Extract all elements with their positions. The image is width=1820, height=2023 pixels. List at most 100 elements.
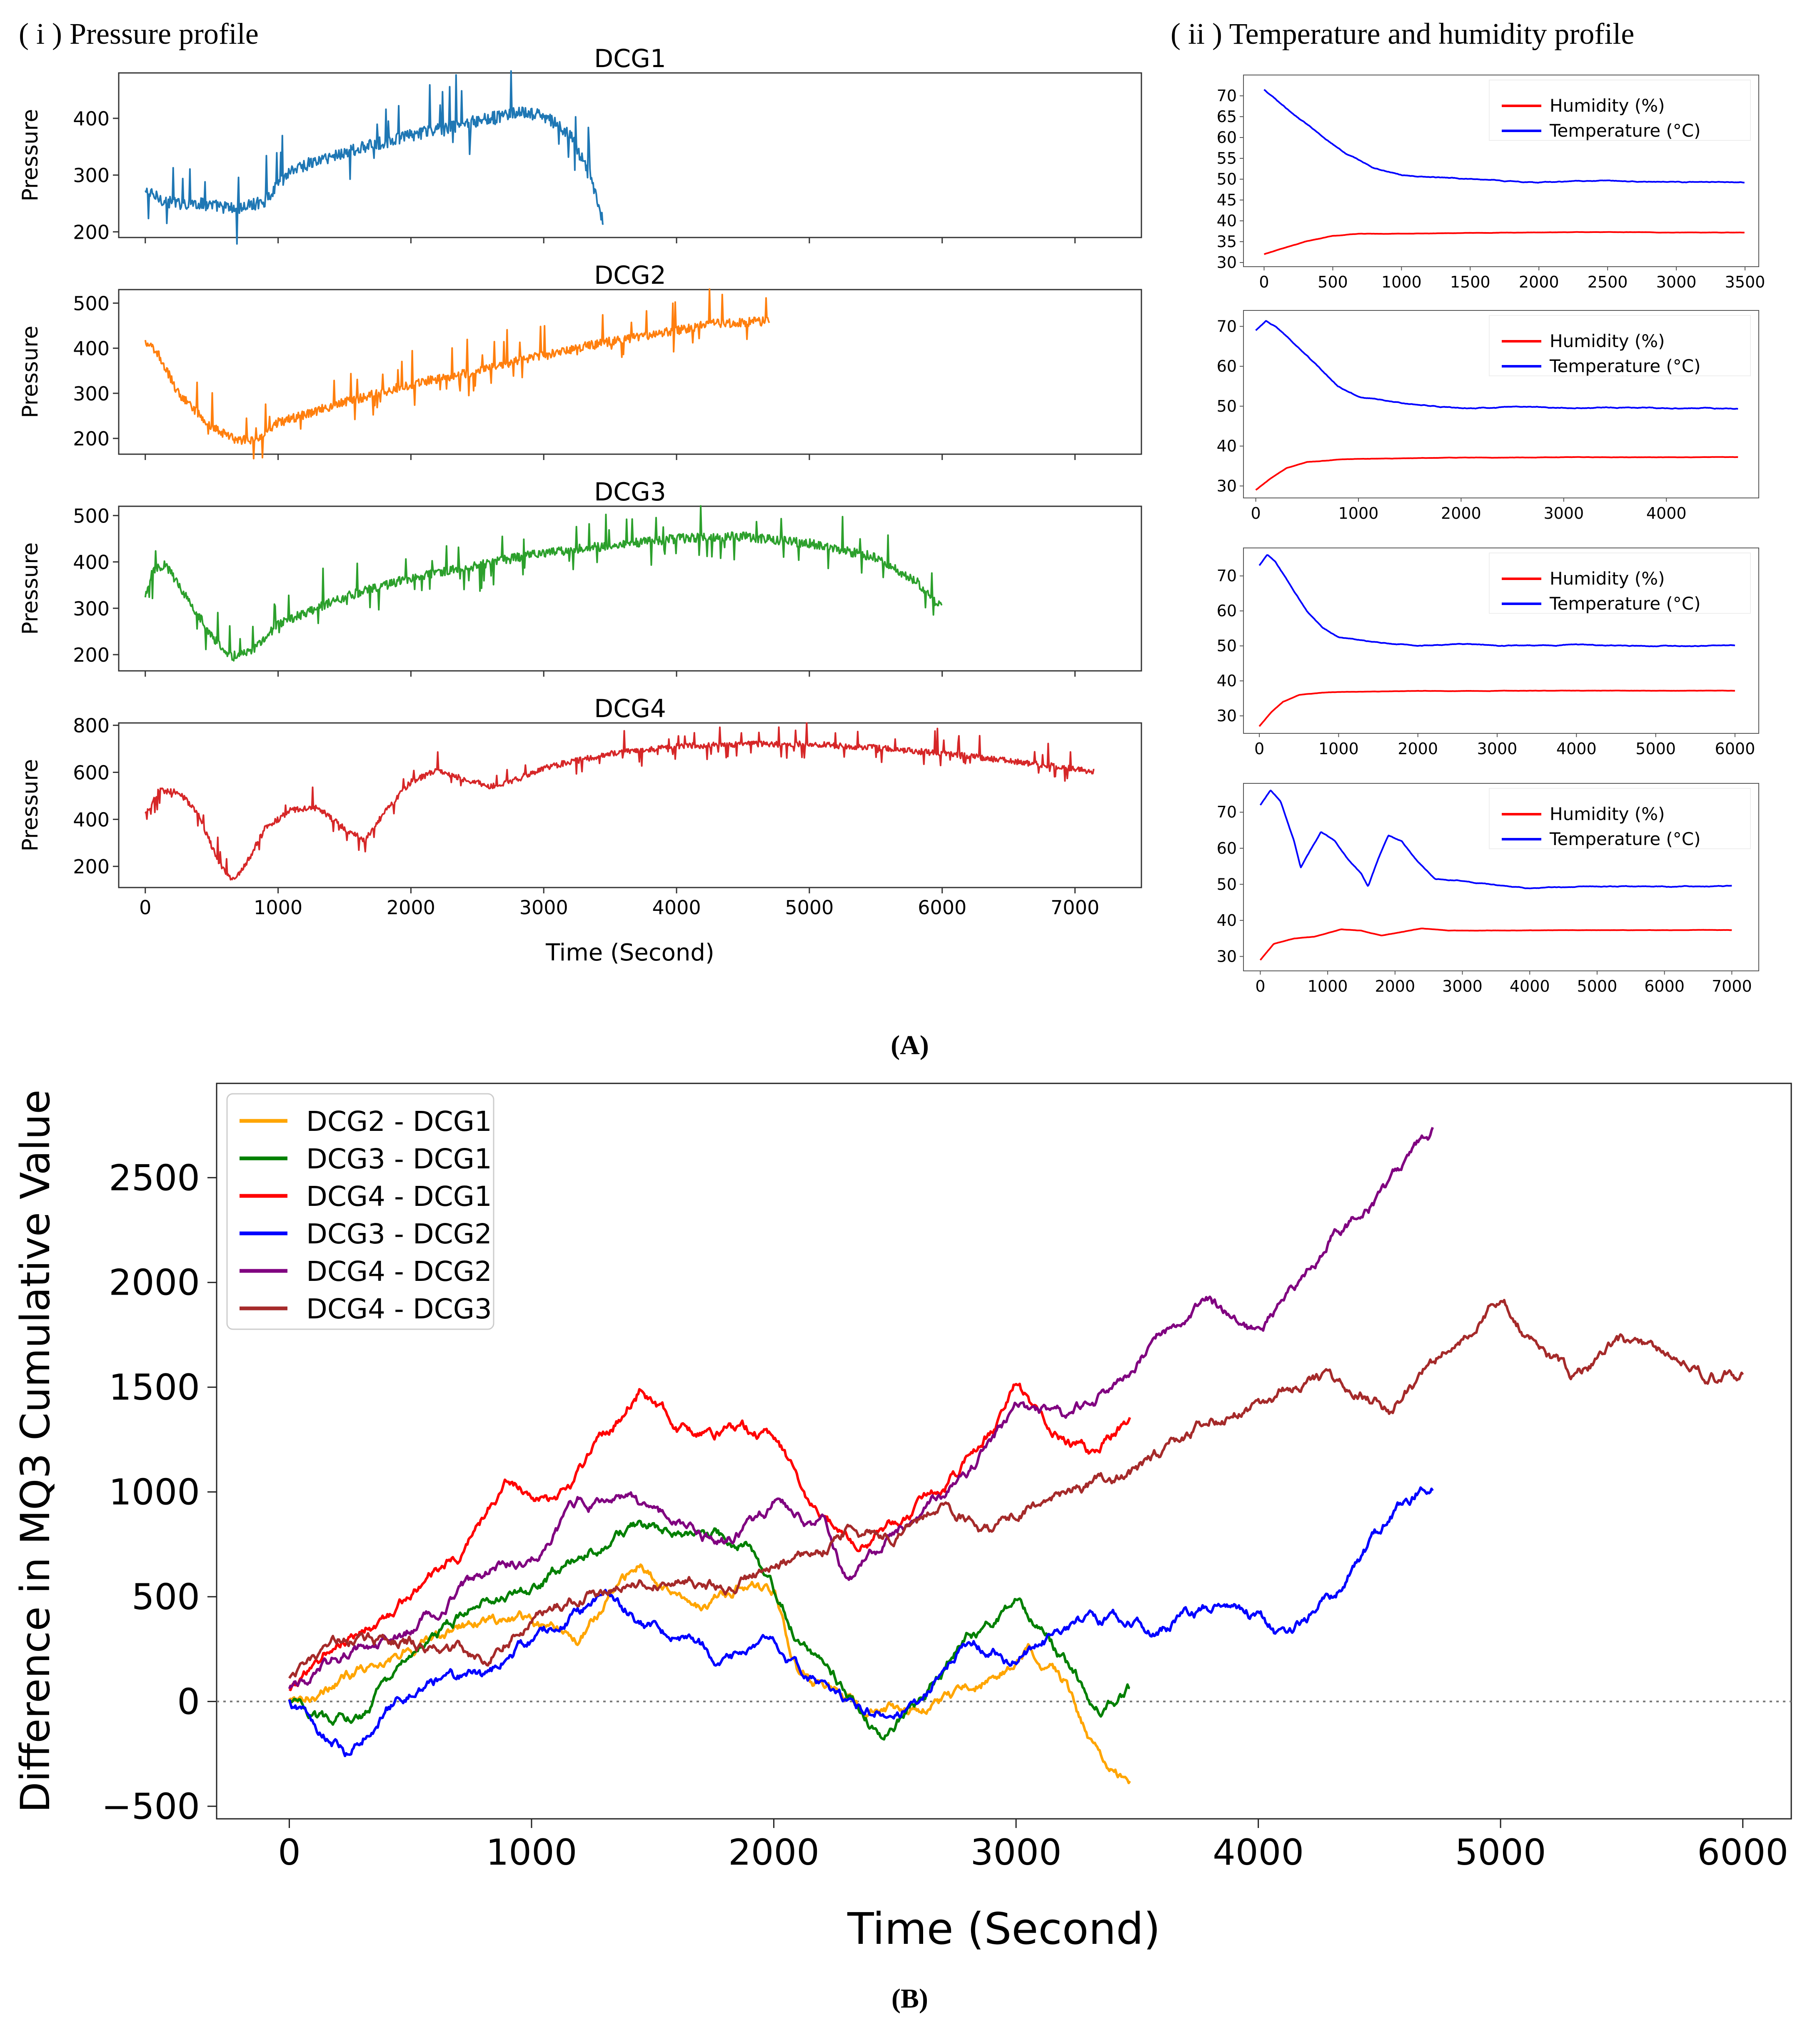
section-ii-title: ( ii ) Temperature and humidity profile — [1171, 17, 1634, 50]
y-tick-label: 40 — [1217, 672, 1237, 690]
legend-box — [1489, 80, 1751, 141]
y-tick-label: 65 — [1217, 108, 1237, 126]
x-tick-label: 3000 — [1442, 977, 1483, 995]
y-tick-label: 400 — [73, 338, 110, 360]
legend-label: DCG3 - DCG2 — [306, 1218, 492, 1250]
legend-temperature-label: Temperature (°C) — [1549, 593, 1701, 614]
x-axis-label: Time (Second) — [545, 939, 714, 966]
y-tick-label: 500 — [73, 505, 110, 527]
x-tick-label: 6000 — [1644, 977, 1685, 995]
x-axis-label: Time (Second) — [847, 1903, 1160, 1954]
x-tick-label: 1000 — [1308, 977, 1348, 995]
temperature-line — [1258, 554, 1735, 648]
y-tick-label: 60 — [1217, 839, 1237, 858]
humidity-line — [1258, 690, 1735, 727]
pressure-line-dcg2 — [144, 288, 770, 460]
series-line-dcg3-minus-dcg2 — [288, 1486, 1434, 1758]
y-tick-label: 1000 — [109, 1472, 200, 1513]
y-tick-label: 35 — [1217, 233, 1237, 251]
x-tick-label: 2000 — [728, 1832, 819, 1873]
x-tick-label: 2000 — [1398, 740, 1438, 758]
y-axis-label: Pressure — [18, 759, 43, 851]
y-tick-label: 50 — [1217, 637, 1237, 655]
x-tick-label: 6000 — [1715, 740, 1755, 758]
y-tick-label: 400 — [73, 108, 110, 130]
x-tick-label: 1500 — [1450, 273, 1490, 291]
x-tick-label: 2000 — [1375, 977, 1415, 995]
legend-humidity-label: Humidity (%) — [1550, 331, 1665, 351]
x-tick-label: 4000 — [652, 896, 701, 919]
y-tick-label: 800 — [73, 715, 110, 737]
y-tick-label: 50 — [1217, 170, 1237, 188]
panel-b-label: (B) — [891, 1983, 928, 2014]
y-axis-label: Difference in MQ3 Cumulative Value — [12, 1090, 59, 1813]
y-tick-label: 70 — [1217, 317, 1237, 335]
x-tick-label: 7000 — [1051, 896, 1099, 919]
y-tick-label: 40 — [1217, 911, 1237, 930]
temperature-line — [1263, 89, 1745, 184]
x-tick-label: 7000 — [1712, 977, 1752, 995]
legend-humidity-label: Humidity (%) — [1550, 804, 1665, 824]
y-tick-label: 0 — [177, 1681, 200, 1723]
legend-label: DCG3 - DCG1 — [306, 1143, 492, 1175]
y-tick-label: 600 — [73, 762, 110, 784]
x-tick-label: 1000 — [254, 896, 302, 919]
pressure-subplot-dcg3: DCG3 Pressure 200 300 400 500 — [18, 478, 1142, 677]
legend-temperature-label: Temperature (°C) — [1549, 829, 1701, 849]
subplot-title: DCG2 — [594, 261, 666, 290]
x-tick-label: 2000 — [1441, 504, 1481, 523]
y-tick-label: 2500 — [109, 1157, 200, 1199]
legend-temperature-label: Temperature (°C) — [1549, 356, 1701, 376]
legend-label: DCG4 - DCG2 — [306, 1255, 492, 1288]
x-tick-label: 0 — [1251, 504, 1261, 523]
plot-frame — [118, 289, 1142, 455]
x-tick-label: 4000 — [1556, 740, 1597, 758]
y-tick-label: 30 — [1217, 253, 1237, 272]
plot-frame — [118, 72, 1142, 238]
x-tick-label: 5000 — [1635, 740, 1676, 758]
pressure-profile-chart: DCG1 Pressure 200 300 400 DCG2 Pressure 200 300 4… — [18, 44, 1142, 966]
y-tick-label: 200 — [73, 855, 110, 878]
y-tick-label: 30 — [1217, 947, 1237, 965]
x-tick-label: 0 — [1254, 740, 1264, 758]
y-tick-label: 70 — [1217, 567, 1237, 585]
x-tick-label: 0 — [278, 1832, 301, 1873]
subplot-title: DCG4 — [594, 694, 666, 723]
legend-label: DCG2 - DCG1 — [306, 1105, 492, 1138]
x-tick-label: 0 — [139, 896, 151, 919]
x-tick-label: 0 — [1255, 977, 1265, 995]
y-tick-label: 200 — [73, 644, 110, 666]
pressure-subplot-dcg1: DCG1 Pressure 200 300 400 — [18, 44, 1142, 245]
x-tick-label: 1000 — [1318, 740, 1359, 758]
humidity-line — [1259, 928, 1732, 961]
th-subplot-2: 30 40 50 60 70 0 1000 2000 3000 4000 Humidity (%) T… — [1217, 310, 1759, 523]
x-tick-label: 500 — [1318, 273, 1348, 291]
x-tick-label: 2000 — [1519, 273, 1559, 291]
x-tick-label: 4000 — [1213, 1832, 1304, 1873]
y-tick-label: 40 — [1217, 437, 1237, 455]
x-tick-label: 6000 — [1697, 1832, 1788, 1873]
y-tick-label: 500 — [132, 1576, 200, 1618]
mq3-difference-chart: −500 0 500 1000 1500 2000 2500 0 1000 2000 3000 400… — [12, 1083, 1792, 1954]
pressure-line-dcg3 — [144, 505, 943, 662]
y-tick-label: 400 — [73, 808, 110, 831]
y-axis-label: Pressure — [18, 109, 43, 201]
pressure-subplot-dcg4: DCG4 Pressure 200 400 600 800 0 1000 2000 3000 400… — [18, 694, 1142, 966]
y-tick-label: 50 — [1217, 397, 1237, 415]
y-tick-label: 40 — [1217, 212, 1237, 230]
x-tick-label: 4000 — [1510, 977, 1550, 995]
y-tick-label: 60 — [1217, 128, 1237, 147]
x-tick-label: 5000 — [1577, 977, 1618, 995]
x-tick-label: 2000 — [387, 896, 435, 919]
x-tick-label: 3000 — [1656, 273, 1697, 291]
y-tick-label: 70 — [1217, 803, 1237, 821]
legend-box — [226, 1093, 494, 1330]
y-tick-label: 1500 — [109, 1367, 200, 1408]
x-tick-label: 0 — [1259, 273, 1269, 291]
legend-temperature-label: Temperature (°C) — [1549, 120, 1701, 141]
y-tick-label: 200 — [73, 221, 110, 243]
humidity-line — [1263, 231, 1745, 255]
x-tick-label: 1000 — [486, 1832, 577, 1873]
x-tick-label: 2500 — [1588, 273, 1628, 291]
y-tick-label: 60 — [1217, 357, 1237, 375]
